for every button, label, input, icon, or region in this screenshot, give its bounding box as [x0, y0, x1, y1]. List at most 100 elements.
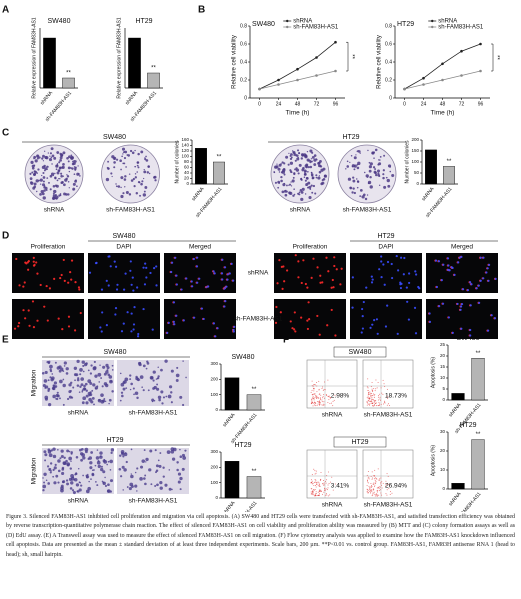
colony: [145, 159, 149, 162]
cell: [120, 475, 123, 478]
cell: [109, 490, 113, 493]
cell: [43, 379, 48, 383]
nucleus: [494, 277, 497, 281]
colony: [273, 171, 276, 173]
nucleus: [405, 286, 408, 289]
cell: [166, 450, 171, 455]
event: [369, 487, 371, 489]
cell: [168, 487, 172, 491]
colony: [137, 152, 140, 156]
nucleus: [414, 332, 418, 335]
caption: Figure 3. Silenced FAM83H-AS1 inhibited …: [6, 514, 515, 558]
event: [318, 402, 320, 404]
cell: [184, 449, 187, 452]
colony: [310, 184, 313, 187]
colony: [322, 167, 326, 171]
colony: [49, 155, 51, 157]
nucleus: [173, 323, 176, 326]
event: [368, 485, 370, 487]
event: [380, 482, 382, 484]
colony: [356, 163, 359, 166]
colony: [301, 187, 305, 191]
chart-title: HT29: [459, 422, 476, 429]
event: [323, 397, 325, 399]
y-tick-label: 100: [411, 159, 419, 164]
nucleus: [60, 273, 63, 277]
colony: [346, 165, 349, 168]
event: [327, 471, 329, 473]
nucleus: [361, 327, 364, 330]
nucleus: [428, 320, 432, 323]
cell: [136, 396, 139, 400]
event: [372, 390, 374, 392]
colony: [132, 177, 135, 181]
percent-label: 18.73%: [385, 393, 407, 400]
nucleus: [35, 261, 38, 264]
event: [315, 486, 317, 488]
event: [373, 405, 375, 407]
cell: [46, 360, 49, 364]
cell: [102, 365, 106, 369]
y-tick-label: 150: [411, 148, 419, 153]
colony: [33, 170, 36, 173]
nucleus: [326, 324, 329, 327]
cell: [83, 384, 86, 388]
cell: [57, 469, 61, 473]
annotation: **: [252, 387, 257, 393]
nucleus: [281, 287, 284, 290]
point: [334, 40, 337, 44]
event: [329, 403, 331, 405]
panel-label: C: [2, 128, 9, 139]
cell: [165, 395, 168, 398]
nucleus: [145, 276, 148, 279]
event: [315, 494, 317, 496]
cell: [170, 447, 175, 451]
nucleus: [105, 324, 108, 327]
cell: [160, 368, 163, 372]
colony: [378, 175, 381, 177]
cell: [130, 448, 133, 451]
nucleus: [316, 266, 319, 269]
title-box: [333, 436, 387, 448]
column-label: Merged: [451, 244, 473, 251]
colony: [74, 179, 77, 182]
nucleus: [490, 314, 493, 317]
cell: [97, 464, 101, 469]
event: [321, 404, 323, 406]
nucleus: [293, 328, 296, 331]
colony: [274, 181, 278, 184]
cell: [79, 373, 82, 376]
colony: [57, 169, 61, 173]
event: [372, 477, 374, 479]
event: [370, 483, 372, 485]
y-tick-label: 100: [181, 154, 189, 159]
nucleus: [149, 271, 152, 275]
event: [316, 381, 318, 383]
cell: [89, 372, 93, 375]
cell: [179, 455, 183, 459]
nucleus: [378, 268, 381, 271]
event: [382, 403, 384, 405]
colony: [33, 173, 36, 177]
cell: [87, 379, 92, 383]
cell: [108, 375, 113, 379]
cell: [44, 459, 47, 462]
nucleus: [437, 260, 441, 263]
percent-label: 3.41%: [331, 483, 350, 490]
cell: [175, 373, 180, 378]
cell: [177, 480, 181, 484]
colony: [65, 193, 68, 196]
nucleus: [470, 283, 473, 286]
colony: [38, 179, 40, 182]
nucleus: [294, 254, 297, 257]
event: [374, 484, 376, 486]
cell: [104, 476, 106, 479]
cell: [96, 460, 101, 465]
colony: [293, 154, 295, 156]
nucleus: [100, 288, 104, 291]
nucleus: [319, 274, 322, 277]
cell: [109, 479, 114, 483]
event: [327, 487, 329, 489]
cell: [139, 375, 144, 379]
event: [315, 396, 317, 398]
